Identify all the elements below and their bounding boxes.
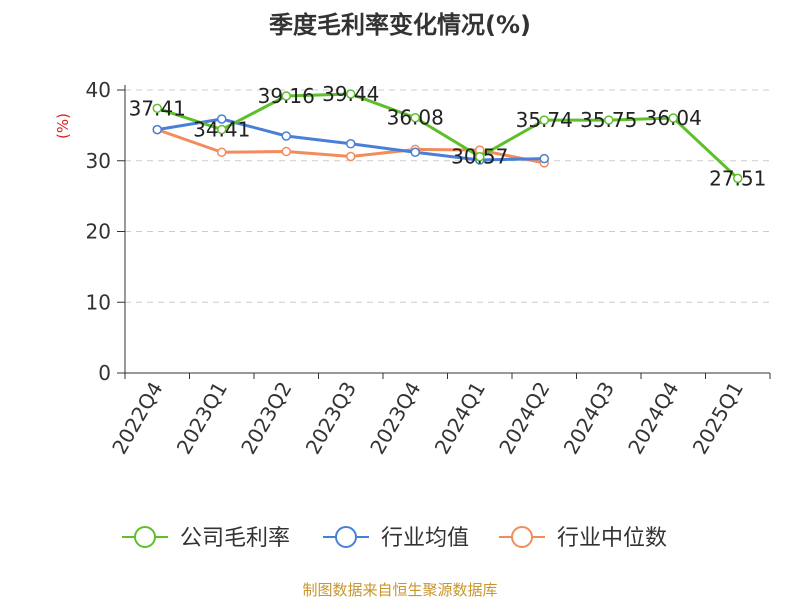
data-label: 39.16	[258, 84, 315, 108]
data-label: 27.51	[709, 166, 766, 190]
data-point	[281, 91, 291, 101]
data-point	[281, 131, 291, 141]
data-point	[152, 103, 162, 114]
x-tick-label: 2024Q1	[430, 378, 490, 459]
data-label: 37.41	[129, 96, 186, 120]
y-tick-label: 10	[86, 290, 111, 314]
chart-title: 季度毛利率变化情况(%)	[269, 11, 531, 39]
x-tick-label: 2023Q3	[301, 378, 361, 459]
series-group	[152, 89, 743, 184]
series-line	[156, 92, 739, 180]
legend-label: 公司毛利率	[180, 526, 290, 551]
data-label: 35.74	[516, 108, 573, 132]
data-point	[733, 173, 743, 184]
x-tick-label: 2024Q3	[559, 378, 619, 459]
data-point	[539, 115, 549, 125]
x-tick-label: 2024Q4	[623, 378, 683, 459]
grid-lines	[125, 89, 770, 303]
data-point	[346, 139, 356, 149]
data-label: 30.57	[451, 145, 508, 169]
data-point	[539, 153, 549, 164]
data-point	[668, 113, 678, 123]
x-tick-label: 2023Q1	[172, 378, 232, 459]
y-tick-label: 40	[86, 78, 111, 102]
data-point	[346, 151, 356, 162]
legend: 公司毛利率 行业均值 行业中位数	[122, 526, 667, 551]
data-label: 35.75	[580, 108, 637, 132]
legend-label: 行业中位数	[557, 526, 667, 551]
data-label: 36.08	[387, 106, 444, 130]
source-note: 制图数据来自恒生聚源数据库	[302, 581, 497, 599]
data-label: 34.41	[193, 118, 250, 142]
data-labels: 37.41 34.41 39.16 39.44 36.08 30.57 35.74 35.75…	[129, 82, 767, 190]
x-tick-label: 2025Q1	[688, 378, 748, 459]
x-tick-label: 2023Q4	[365, 378, 425, 459]
data-point	[475, 151, 485, 162]
data-label: 36.04	[645, 106, 702, 130]
data-point	[152, 124, 162, 135]
data-point	[604, 115, 614, 125]
y-tick-label: 30	[86, 149, 111, 173]
legend-marker	[335, 526, 357, 548]
y-axis-label: (%)	[54, 113, 72, 139]
legend-label: 行业均值	[381, 526, 469, 551]
data-point	[217, 124, 227, 135]
y-tick-label: 20	[86, 220, 111, 244]
data-point	[410, 112, 420, 123]
legend-marker	[134, 526, 156, 548]
x-tick-label: 2024Q2	[494, 378, 554, 459]
data-label: 39.44	[322, 82, 379, 106]
x-tick-label: 2023Q2	[236, 378, 296, 459]
data-point	[217, 114, 227, 124]
legend-marker	[511, 526, 533, 548]
data-point	[217, 147, 227, 158]
data-point	[346, 89, 356, 99]
data-point	[281, 146, 291, 157]
data-point	[410, 147, 420, 158]
x-tick-label: 2022Q4	[107, 378, 167, 459]
y-tick-label: 0	[98, 361, 111, 385]
